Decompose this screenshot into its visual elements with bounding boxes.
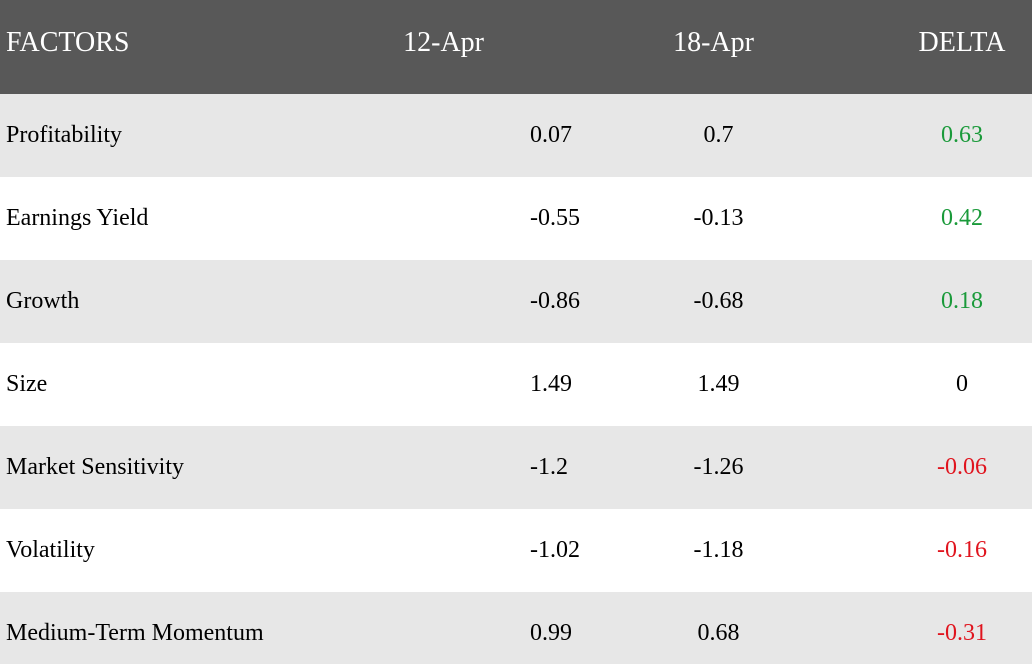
- table-row: Earnings Yield -0.55 -0.13 0.42: [0, 177, 1032, 260]
- value-12-apr: -1.2: [530, 454, 568, 480]
- delta-value: 0.63: [941, 122, 983, 148]
- value-18-apr: 0.7: [703, 122, 734, 148]
- delta-value: -0.16: [937, 537, 987, 563]
- factor-name: Size: [6, 371, 48, 397]
- header-date-12-apr: 12-Apr: [403, 27, 484, 58]
- header-delta: DELTA: [918, 27, 1006, 58]
- value-12-apr: 0.07: [530, 122, 572, 148]
- delta-value: -0.31: [937, 620, 987, 646]
- delta-value: 0.42: [941, 205, 983, 231]
- factor-name: Earnings Yield: [6, 205, 149, 231]
- value-18-apr: 1.49: [697, 371, 740, 397]
- value-18-apr: -0.68: [693, 288, 744, 314]
- factor-name: Volatility: [6, 537, 95, 563]
- table-row: Size 1.49 1.49 0: [0, 343, 1032, 426]
- value-12-apr: 1.49: [530, 371, 572, 397]
- value-18-apr: -1.26: [693, 454, 744, 480]
- table-row: Profitability 0.07 0.7 0.63: [0, 94, 1032, 177]
- factor-name: Profitability: [6, 122, 122, 148]
- value-18-apr: -1.18: [693, 537, 744, 563]
- value-12-apr: -1.02: [530, 537, 580, 563]
- table-row: Growth -0.86 -0.68 0.18: [0, 260, 1032, 343]
- delta-value: 0: [956, 371, 968, 397]
- value-12-apr: -0.55: [530, 205, 580, 231]
- delta-value: 0.18: [941, 288, 983, 314]
- table-header-row: FACTORS 12-Apr 18-Apr DELTA: [0, 0, 1032, 94]
- header-date-18-apr: 18-Apr: [673, 27, 754, 58]
- header-factors: FACTORS: [6, 27, 130, 58]
- value-18-apr: 0.68: [697, 620, 740, 646]
- delta-value: -0.06: [937, 454, 987, 480]
- table-row: Volatility -1.02 -1.18 -0.16: [0, 509, 1032, 592]
- factor-name: Market Sensitivity: [6, 454, 184, 480]
- value-12-apr: 0.99: [530, 620, 572, 646]
- table-row: Market Sensitivity -1.2 -1.26 -0.06: [0, 426, 1032, 509]
- table-row: Medium-Term Momentum 0.99 0.68 -0.31: [0, 592, 1032, 664]
- factor-name: Medium-Term Momentum: [6, 620, 264, 646]
- factor-name: Growth: [6, 288, 80, 314]
- value-18-apr: -0.13: [693, 205, 744, 231]
- value-12-apr: -0.86: [530, 288, 580, 314]
